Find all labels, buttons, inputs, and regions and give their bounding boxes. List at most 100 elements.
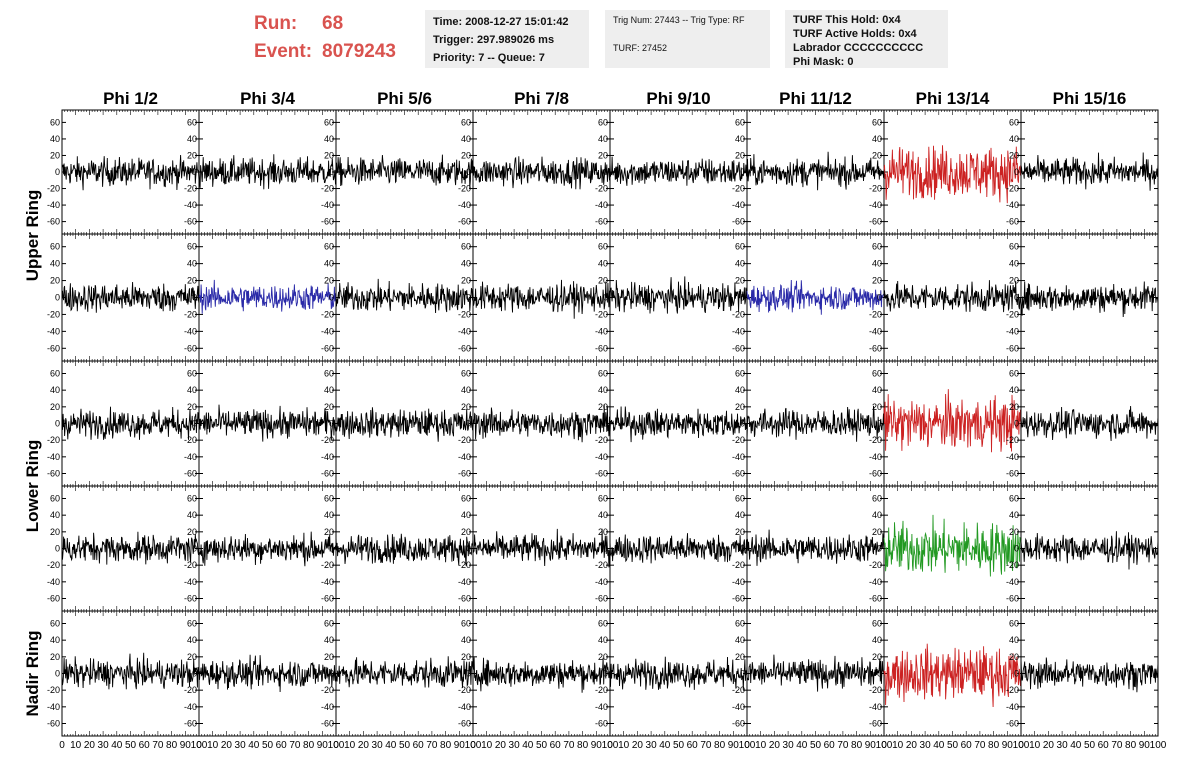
y-tick-label: -40: [1006, 577, 1019, 587]
y-tick-label: 40: [598, 510, 608, 520]
y-tick-label: 60: [461, 494, 471, 504]
y-tick-label: -20: [595, 685, 608, 695]
y-tick-label: 40: [324, 385, 334, 395]
time-info-box: Time: 2008-12-27 15:01:42 Trigger: 297.9…: [425, 10, 589, 68]
waveform-trace: [883, 643, 1022, 708]
y-tick-label: 20: [598, 150, 608, 160]
y-tick-label: 0: [55, 293, 60, 303]
y-tick-label: 20: [461, 402, 471, 412]
y-tick-label: 60: [324, 242, 334, 252]
y-tick-label: 20: [187, 402, 197, 412]
y-tick-label: -20: [1006, 435, 1019, 445]
y-tick-label: -20: [869, 435, 882, 445]
y-tick-label: 60: [735, 369, 745, 379]
y-tick-label: 20: [1009, 150, 1019, 160]
y-tick-label: -40: [458, 452, 471, 462]
y-tick-label: 0: [192, 167, 197, 177]
y-tick-label: -60: [458, 469, 471, 479]
y-tick-label: 40: [50, 635, 60, 645]
y-tick-label: -40: [321, 452, 334, 462]
trigger-text: Trigger: 297.989026 ms: [433, 34, 555, 46]
waveform-trace: [472, 528, 611, 568]
y-tick-label: 40: [735, 635, 745, 645]
y-tick-label: -20: [184, 685, 197, 695]
y-tick-label: 60: [1009, 369, 1019, 379]
y-tick-label: -60: [595, 594, 608, 604]
y-tick-label: -60: [321, 719, 334, 729]
y-tick-label: -20: [869, 309, 882, 319]
y-tick-label: 0: [603, 419, 608, 429]
y-tick-label: 60: [461, 619, 471, 629]
y-tick-label: 0: [740, 669, 745, 679]
y-tick-label: -40: [869, 200, 882, 210]
waveform-trace: [198, 531, 337, 567]
y-tick-label: -60: [1006, 594, 1019, 604]
y-tick-label: 0: [877, 544, 882, 554]
y-tick-label: 20: [872, 276, 882, 286]
y-tick-label: 0: [603, 544, 608, 554]
y-tick-label: 20: [1009, 276, 1019, 286]
y-tick-label: -60: [869, 217, 882, 227]
y-tick-label: 0: [329, 419, 334, 429]
y-tick-label: 0: [740, 167, 745, 177]
y-tick-label: 60: [187, 619, 197, 629]
trig-info-box: Trig Num: 27443 -- Trig Type: RF TURF: 2…: [605, 10, 770, 68]
panel-frame: [61, 233, 200, 362]
y-tick-label: -40: [458, 326, 471, 336]
y-tick-label: 20: [1009, 402, 1019, 412]
y-tick-label: 40: [872, 134, 882, 144]
turf-active-holds-text: TURF Active Holds: 0x4: [793, 28, 917, 40]
y-tick-label: 40: [461, 134, 471, 144]
y-tick-label: 40: [50, 385, 60, 395]
y-tick-label: -60: [595, 469, 608, 479]
y-tick-label: -20: [869, 685, 882, 695]
event-value: 8079243: [322, 41, 396, 62]
labrador-text: Labrador CCCCCCCCCC: [793, 42, 924, 54]
y-tick-label: 20: [50, 402, 60, 412]
y-tick-label: 40: [872, 510, 882, 520]
y-tick-label: 60: [324, 494, 334, 504]
y-tick-label: -60: [47, 217, 60, 227]
y-tick-label: -20: [869, 184, 882, 194]
y-tick-label: 0: [877, 419, 882, 429]
column-header: Phi 13/14: [916, 89, 990, 108]
y-tick-label: 0: [192, 544, 197, 554]
y-tick-label: -20: [1006, 685, 1019, 695]
y-tick-label: -40: [184, 577, 197, 587]
column-header: Phi 9/10: [646, 89, 710, 108]
y-tick-label: 60: [735, 494, 745, 504]
y-tick-label: 0: [877, 669, 882, 679]
y-tick-label: 20: [461, 276, 471, 286]
y-tick-label: -60: [1006, 469, 1019, 479]
y-tick-label: -20: [869, 560, 882, 570]
run-event-block: Run: 68 Event: 8079243: [254, 10, 396, 66]
trig-num-text: Trig Num: 27443 -- Trig Type: RF: [613, 15, 745, 25]
y-tick-label: -40: [321, 200, 334, 210]
y-tick-label: 40: [1009, 510, 1019, 520]
y-tick-label: 60: [1009, 242, 1019, 252]
y-tick-label: 0: [877, 167, 882, 177]
y-tick-label: 20: [50, 150, 60, 160]
waveform-trace: [883, 280, 1022, 313]
y-tick-label: -60: [869, 343, 882, 353]
y-tick-label: 60: [872, 242, 882, 252]
y-tick-label: -60: [458, 343, 471, 353]
waveform-trace: [1020, 152, 1159, 191]
y-tick-label: 40: [735, 259, 745, 269]
y-tick-label: 60: [872, 619, 882, 629]
waveform-trace: [335, 407, 474, 442]
y-tick-label: 40: [1009, 134, 1019, 144]
y-tick-label: -20: [47, 435, 60, 445]
y-tick-label: -20: [732, 435, 745, 445]
y-tick-label: 40: [324, 510, 334, 520]
waveform-trace: [61, 652, 200, 690]
y-tick-label: 60: [735, 242, 745, 252]
y-tick-label: 40: [1009, 259, 1019, 269]
y-tick-label: 0: [1014, 419, 1019, 429]
turf-this-hold-text: TURF This Hold: 0x4: [793, 14, 901, 26]
y-tick-label: -60: [458, 217, 471, 227]
y-tick-label: -20: [184, 435, 197, 445]
y-tick-label: -60: [47, 343, 60, 353]
y-tick-label: -60: [732, 719, 745, 729]
y-tick-label: -60: [1006, 719, 1019, 729]
